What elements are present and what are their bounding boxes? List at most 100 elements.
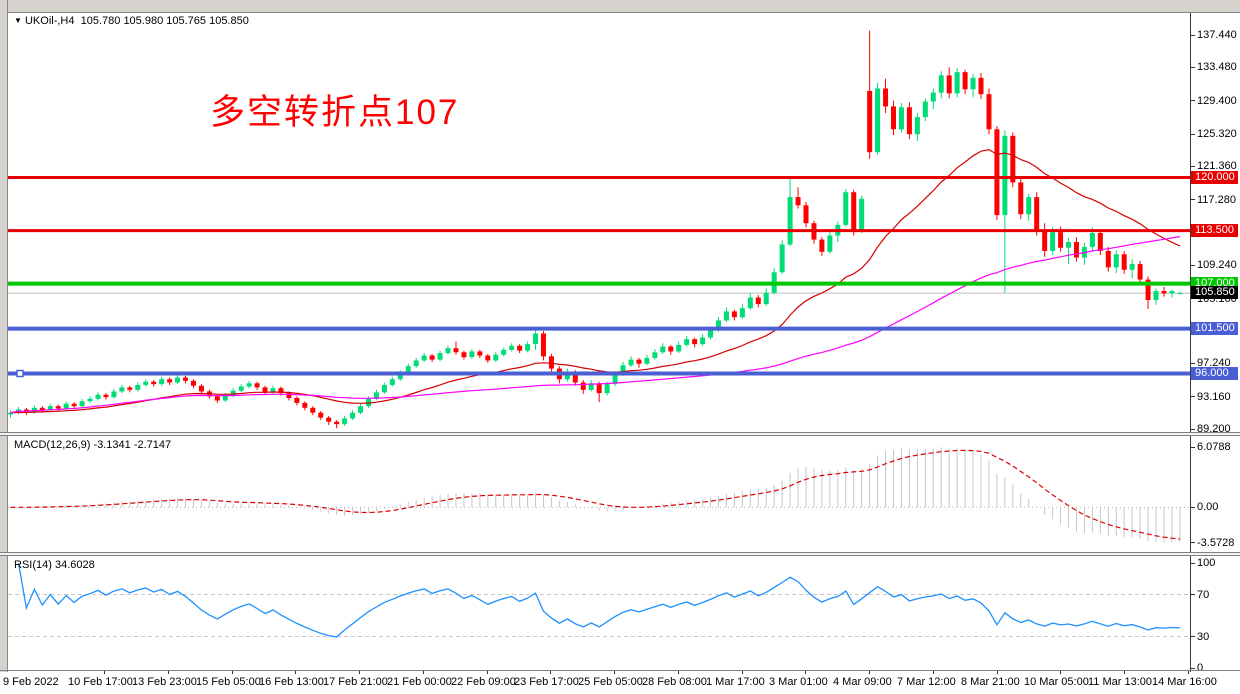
- symbol-dropdown-icon[interactable]: ▼: [14, 16, 22, 25]
- price-axis-label: 117.280: [1197, 193, 1236, 206]
- candle-body: [596, 383, 602, 394]
- macd-axis-label: 6.0788: [1197, 441, 1231, 454]
- candle-body: [636, 359, 642, 364]
- candle-body: [540, 333, 546, 357]
- candle-body: [119, 387, 125, 392]
- date-axis-label: 22 Feb 09:00: [451, 676, 516, 688]
- candle-body: [930, 92, 936, 102]
- date-axis-label: 15 Feb 05:00: [196, 676, 261, 688]
- date-axis-tick: [1060, 670, 1061, 674]
- candle-body: [715, 320, 721, 331]
- rsi-axis-label: 30: [1197, 630, 1210, 643]
- candle-body: [1018, 182, 1024, 215]
- candle-body: [381, 384, 387, 393]
- date-axis-label: 17 Feb 21:00: [323, 676, 388, 688]
- candle-body: [986, 94, 992, 130]
- date-axis-label: 13 Feb 23:00: [132, 676, 197, 688]
- candle-body: [485, 355, 491, 361]
- candle-body: [214, 396, 220, 401]
- candle-body: [684, 339, 690, 345]
- panel-divider[interactable]: [0, 432, 1240, 436]
- candle-body: [159, 379, 165, 385]
- symbol-timeframe-label: UKOil-,H4: [24, 15, 75, 27]
- candle-body: [1042, 230, 1048, 252]
- date-axis-tick: [1124, 670, 1125, 674]
- candle-body: [477, 351, 483, 356]
- candle-body: [8, 412, 13, 415]
- date-axis-label: 25 Feb 05:00: [578, 676, 643, 688]
- candle-body: [644, 357, 650, 364]
- candle-body: [1137, 264, 1143, 280]
- candle-body: [946, 75, 952, 94]
- ma-red: [10, 148, 1181, 414]
- rsi-line: [17, 562, 1180, 638]
- ohlc-readout: 105.780 105.980 105.765 105.850: [80, 15, 249, 27]
- candle-body: [533, 333, 539, 345]
- price-axis-tick: [1191, 264, 1195, 266]
- level-price-badge: 96.000: [1191, 366, 1238, 380]
- candle-body: [803, 205, 809, 224]
- candle-body: [938, 75, 944, 93]
- level-price-badge: 101.500: [1191, 321, 1238, 335]
- price-axis-label: 109.240: [1197, 259, 1237, 272]
- candle-body: [501, 349, 507, 355]
- macd-axis-tick: [1191, 446, 1195, 448]
- price-axis-tick: [1191, 396, 1195, 398]
- candle-body: [103, 394, 109, 398]
- date-axis-label: 7 Mar 12:00: [897, 676, 956, 688]
- candle-body: [429, 355, 435, 360]
- panel-divider[interactable]: [0, 552, 1240, 556]
- level-drag-handle[interactable]: [16, 369, 24, 378]
- candle-body: [1097, 233, 1103, 252]
- candle-body: [350, 412, 356, 419]
- candle-body: [954, 72, 960, 94]
- candle-body: [389, 379, 395, 385]
- candle-body: [1089, 233, 1095, 247]
- candle-body: [676, 344, 682, 352]
- candle-body: [1121, 254, 1127, 270]
- price-axis-tick: [1191, 133, 1195, 135]
- date-axis-tick: [168, 670, 169, 674]
- ma-magenta: [10, 236, 1180, 414]
- candle-body: [310, 407, 316, 413]
- candle-body: [723, 311, 729, 321]
- price-axis[interactable]: 137.440 133.480 129.400 125.320 121.360 117.2…: [1190, 13, 1240, 674]
- rsi-panel[interactable]: [8, 556, 1190, 670]
- candle-body: [652, 352, 658, 358]
- candle-body: [708, 330, 714, 338]
- candle-body: [222, 395, 228, 401]
- date-axis-tick: [997, 670, 998, 674]
- candle-body: [198, 385, 204, 392]
- chart-text-annotation[interactable]: 多空转折点107: [210, 93, 460, 132]
- current-price-badge: 105.850: [1191, 286, 1238, 300]
- candle-body: [509, 345, 515, 350]
- candle-body: [914, 117, 920, 135]
- candle-body: [922, 101, 928, 118]
- candle-body: [564, 371, 570, 380]
- macd-panel[interactable]: [8, 436, 1190, 552]
- candle-body: [875, 88, 881, 153]
- candle-body: [318, 412, 324, 418]
- date-axis-tick: [869, 670, 870, 674]
- date-axis-tick: [359, 670, 360, 674]
- candle-body: [262, 387, 268, 393]
- candle-body: [787, 197, 793, 245]
- price-axis-tick: [1191, 362, 1195, 364]
- candle-body: [668, 346, 674, 352]
- candle-body: [342, 418, 348, 425]
- candle-body: [294, 398, 300, 403]
- candle-body: [620, 365, 626, 375]
- main-price-panel[interactable]: [8, 13, 1190, 432]
- candle-body: [373, 392, 379, 399]
- candle-body: [1002, 135, 1008, 216]
- date-axis-label: 23 Feb 17:00: [514, 676, 579, 688]
- candle-body: [421, 355, 427, 361]
- candle-body: [827, 235, 833, 252]
- candle-body: [143, 381, 149, 385]
- candle-body: [39, 407, 45, 411]
- candle-body: [55, 406, 61, 409]
- price-axis-tick: [1191, 66, 1195, 68]
- candle-body: [692, 339, 698, 345]
- candle-body: [326, 417, 332, 422]
- date-axis[interactable]: 9 Feb 2022 10 Feb 17:00 13 Feb 23:00 15 Feb…: [0, 670, 1240, 694]
